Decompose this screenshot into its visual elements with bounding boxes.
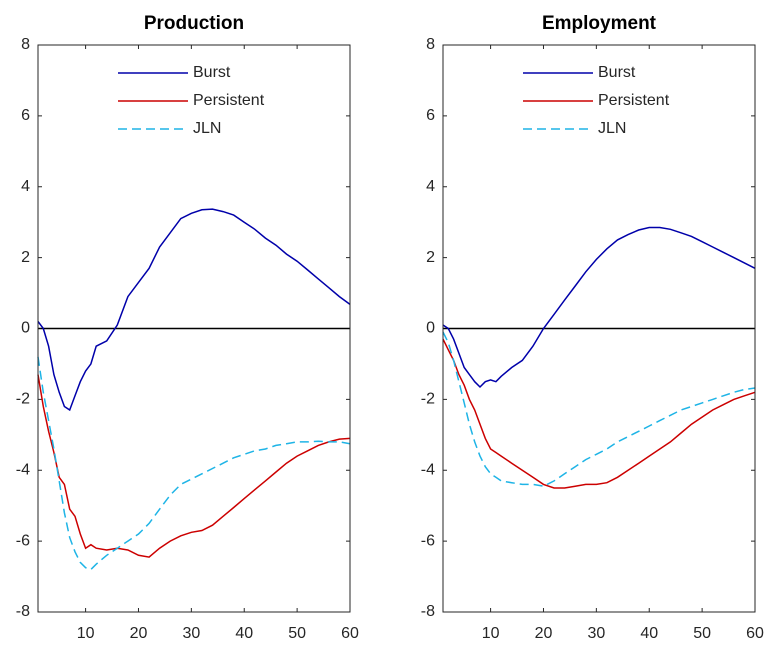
y-tick-label: 2 xyxy=(21,249,30,266)
y-tick-label: 0 xyxy=(426,320,435,337)
x-tick-label: 50 xyxy=(288,625,306,642)
chart-title: Employment xyxy=(542,13,657,34)
y-tick-label: 4 xyxy=(426,178,435,195)
chart-title: Production xyxy=(144,13,244,34)
series-line xyxy=(442,331,756,487)
legend-label: Burst xyxy=(598,64,636,81)
legend-label: JLN xyxy=(598,120,626,137)
y-tick-label: -8 xyxy=(421,603,435,620)
y-tick-label: 2 xyxy=(426,249,435,266)
x-tick-label: 30 xyxy=(182,625,200,642)
y-tick-label: 8 xyxy=(426,36,435,53)
y-tick-label: -4 xyxy=(16,461,30,478)
series-line xyxy=(37,208,351,412)
x-tick-label: 50 xyxy=(693,625,711,642)
x-tick-label: 60 xyxy=(341,625,359,642)
y-tick-label: 8 xyxy=(21,36,30,53)
y-tick-label: -2 xyxy=(16,391,30,408)
axes-box xyxy=(37,44,351,613)
legend-label: Persistent xyxy=(193,92,265,109)
y-tick-label: 0 xyxy=(21,320,30,337)
x-tick-label: 10 xyxy=(482,625,500,642)
y-tick-label: 4 xyxy=(21,178,30,195)
y-tick-label: -2 xyxy=(421,391,435,408)
x-tick-label: 10 xyxy=(77,625,95,642)
x-tick-label: 30 xyxy=(587,625,605,642)
legend-label: Burst xyxy=(193,64,231,81)
legend-label: JLN xyxy=(193,120,221,137)
series-line xyxy=(37,356,351,571)
series-line xyxy=(442,338,756,489)
y-tick-label: -4 xyxy=(421,461,435,478)
y-tick-label: 6 xyxy=(426,107,435,124)
x-tick-label: 20 xyxy=(535,625,553,642)
x-tick-label: 40 xyxy=(235,625,253,642)
y-tick-label: 6 xyxy=(21,107,30,124)
axes-box xyxy=(442,44,756,613)
y-tick-label: -8 xyxy=(16,603,30,620)
x-tick-label: 20 xyxy=(130,625,148,642)
x-tick-label: 60 xyxy=(746,625,764,642)
y-tick-label: -6 xyxy=(16,532,30,549)
x-tick-label: 40 xyxy=(640,625,658,642)
series-line xyxy=(442,226,756,389)
legend-label: Persistent xyxy=(598,92,670,109)
y-tick-label: -6 xyxy=(421,532,435,549)
series-line xyxy=(37,374,351,558)
